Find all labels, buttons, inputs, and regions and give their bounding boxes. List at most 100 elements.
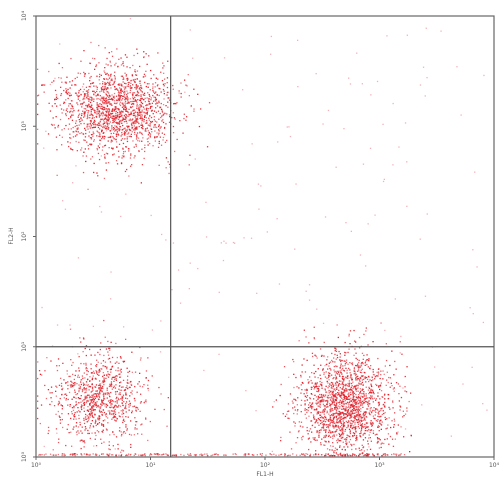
scatter-point [313,326,315,328]
scatter-point [109,103,111,105]
scatter-point [104,127,107,130]
scatter-point [111,98,113,100]
scatter-point [367,430,369,432]
scatter-point [321,410,324,412]
scatter-point [289,135,292,138]
scatter-point [102,146,104,148]
scatter-point [334,412,336,415]
scatter-point [330,397,332,399]
scatter-point [102,420,104,422]
scatter-point [201,454,203,456]
scatter-point [194,158,196,160]
scatter-point [377,454,379,456]
scatter-point [83,401,86,404]
scatter-point [346,369,348,372]
scatter-point [389,408,391,410]
scatter-point [79,132,81,135]
scatter-point [393,387,395,389]
scatter-point [127,92,129,94]
scatter-point [351,412,353,415]
scatter-point [335,410,338,412]
scatter-point [301,453,303,456]
scatter-point [154,136,156,138]
scatter-point [107,136,109,139]
scatter-point [307,409,309,412]
scatter-point [348,380,350,382]
scatter-point [358,396,360,399]
scatter-point [119,95,121,97]
scatter-point [119,376,122,378]
scatter-point [106,404,109,407]
scatter-point [329,402,331,405]
scatter-point [69,328,72,330]
scatter-point [108,117,110,119]
scatter-point [78,356,80,358]
scatter-point [101,442,103,444]
scatter-point [376,80,379,83]
scatter-point [376,375,378,377]
scatter-point [57,410,59,413]
scatter-point [73,131,75,133]
scatter-point [336,380,338,383]
scatter-point [90,96,92,98]
scatter-point [351,423,353,425]
scatter-point [67,404,69,406]
scatter-point [344,390,346,392]
scatter-point [98,147,100,149]
scatter-point [205,201,207,203]
scatter-point [131,164,133,166]
scatter-point [88,394,90,396]
scatter-point [150,97,152,99]
scatter-point [395,368,397,370]
scatter-point [71,84,73,86]
scatter-point [334,431,336,433]
scatter-point [66,90,68,92]
scatter-point [328,392,330,394]
scatter-point [346,454,349,456]
scatter-point [315,408,318,411]
scatter-point [341,430,343,432]
scatter-point [358,394,360,396]
scatter-point [242,89,244,91]
scatter-point [161,233,163,236]
scatter-point [60,108,63,110]
scatter-point [359,396,361,399]
scatter-point [134,131,136,133]
scatter-point [316,408,318,410]
scatter-point [317,417,319,420]
scatter-point [118,115,121,118]
scatter-point [318,385,320,387]
scatter-point [113,110,115,112]
scatter-point [189,453,192,455]
scatter-point [71,453,73,455]
scatter-point [89,106,91,108]
scatter-point [85,368,87,370]
scatter-point [90,41,92,44]
scatter-point [336,448,338,451]
scatter-point [121,106,124,109]
scatter-point [137,121,139,123]
scatter-point [107,140,109,142]
scatter-point [355,402,358,404]
scatter-point [70,116,72,119]
scatter-point [88,89,90,91]
scatter-point [165,239,167,241]
scatter-point [88,418,90,420]
scatter-point [366,376,368,379]
scatter-point [119,122,121,124]
scatter-point [84,108,87,110]
scatter-point [356,435,358,437]
scatter-point [70,115,72,118]
scatter-point [114,71,116,73]
scatter-point [117,370,119,372]
scatter-point [375,419,377,422]
scatter-point [358,447,360,449]
scatter-point [90,143,92,145]
scatter-point [37,417,39,420]
scatter-point [69,375,71,378]
scatter-point [97,418,99,421]
scatter-point [315,454,317,456]
scatter-point [78,95,80,97]
scatter-point [342,369,345,371]
scatter-point [159,88,161,90]
